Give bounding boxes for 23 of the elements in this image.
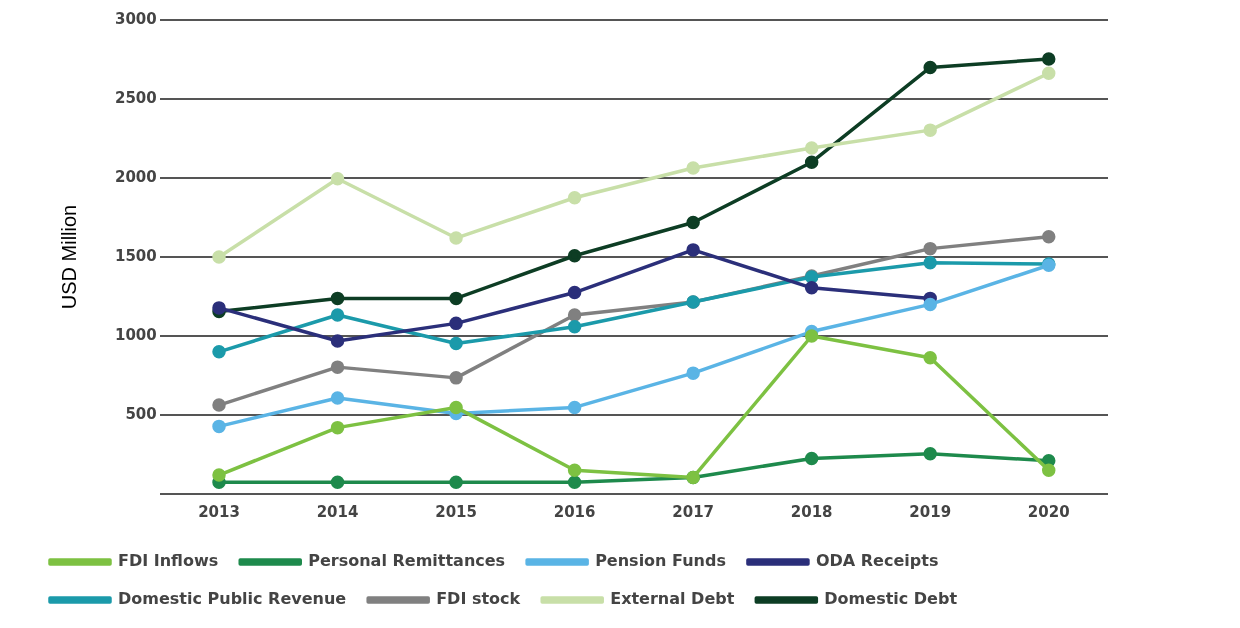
y-axis-title: USD Million <box>57 204 80 310</box>
legend-label: Domestic Public Revenue <box>118 589 347 609</box>
y-tick-label: 1000 <box>115 325 157 344</box>
y-tick-label: 500 <box>125 404 157 423</box>
x-tick-label: 2018 <box>790 502 833 521</box>
legend-label: FDI Inflows <box>118 551 219 571</box>
y-tick-label: 1500 <box>115 246 157 265</box>
x-tick-label: 2016 <box>553 502 596 521</box>
x-tick-label: 2017 <box>672 502 715 521</box>
legend-label: External Debt <box>610 589 735 609</box>
x-tick-label: 2020 <box>1027 502 1070 521</box>
x-tick-label: 2019 <box>909 502 952 521</box>
y-tick-label: 2000 <box>115 167 157 186</box>
y-tick-label: 2500 <box>115 88 157 107</box>
legend-label: Personal Remittances <box>308 551 506 571</box>
legend-label: ODA Receipts <box>815 551 939 571</box>
y-tick-label: 3000 <box>115 9 157 28</box>
x-tick-label: 2013 <box>198 502 240 521</box>
legend-label: Pension Funds <box>595 551 726 571</box>
legend-label: Domestic Debt <box>824 589 958 609</box>
legend-label: FDI stock <box>436 589 521 609</box>
x-tick-label: 2014 <box>316 502 359 521</box>
x-tick-label: 2015 <box>435 502 477 521</box>
